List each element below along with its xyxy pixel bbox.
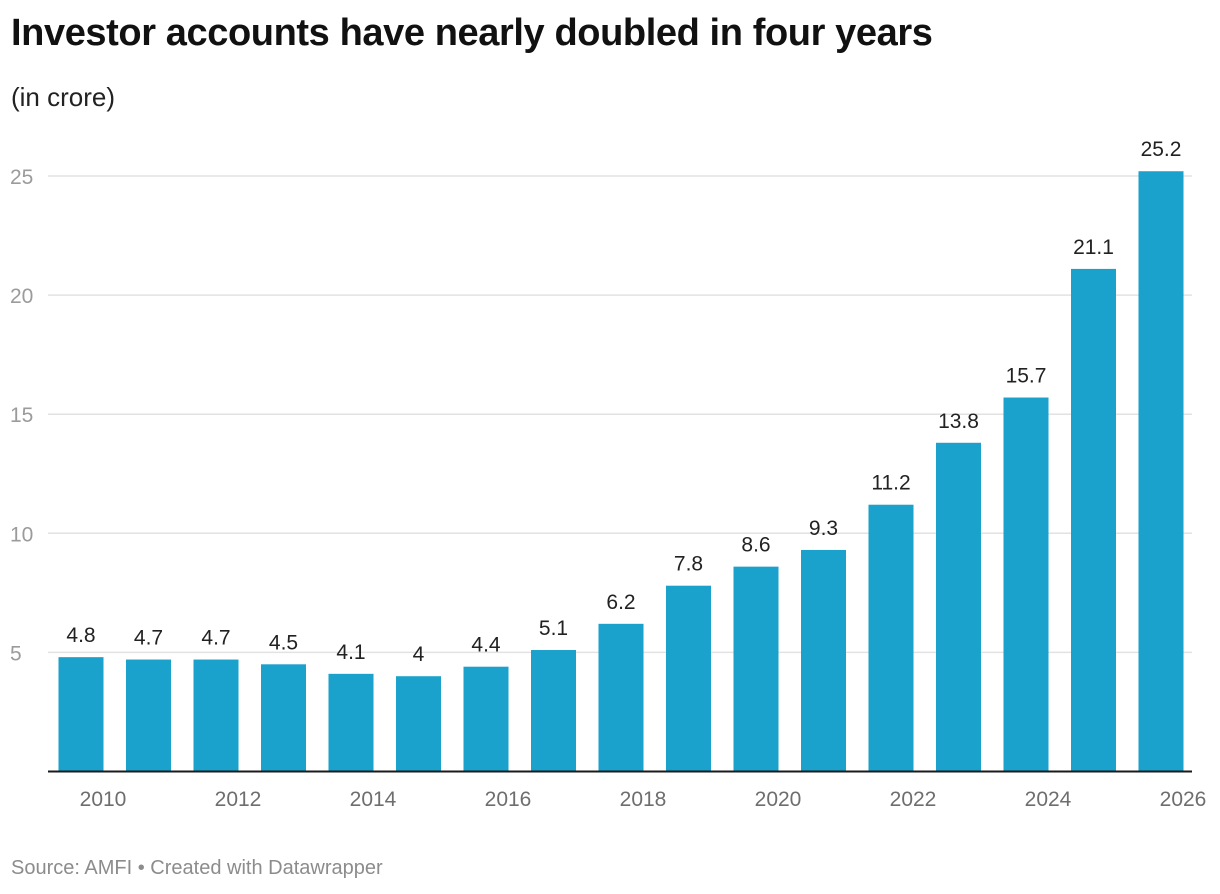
chart-subtitle: (in crore): [11, 82, 116, 112]
x-tick-label: 2010: [80, 788, 127, 811]
bar-value-label: 4: [413, 643, 425, 666]
bar-value-label: 4.4: [471, 634, 501, 657]
credit-note: Created with Datawrapper: [150, 857, 383, 879]
x-tick-label: 2020: [755, 788, 802, 811]
bar: [801, 549, 846, 772]
x-axis-ticks: 2010 2012 2014 2016 2018 2020 2022 2024 2026: [80, 788, 1207, 811]
bar: [666, 585, 711, 772]
x-tick-label: 2024: [1025, 788, 1072, 811]
bar: [598, 623, 644, 772]
bar-value-label: 13.8: [938, 410, 979, 433]
bar-value-label: 7.8: [674, 553, 703, 576]
bar: [193, 659, 239, 772]
source-note: Source: AMFI: [11, 857, 133, 879]
bar: [396, 676, 441, 772]
bar: [1138, 171, 1184, 772]
x-tick-label: 2018: [620, 788, 667, 811]
bar: [261, 664, 306, 772]
bar: [733, 566, 779, 772]
bar-value-label: 4.5: [269, 631, 298, 654]
bar: [126, 659, 171, 772]
bar-value-label: 4.7: [134, 627, 163, 650]
footer: Source: AMFI • Created with Datawrapper: [11, 857, 383, 880]
footer-separator: •: [137, 857, 145, 879]
y-tick-label: 10: [10, 523, 33, 546]
bar-value-label: 9.3: [809, 517, 838, 540]
x-tick-label: 2022: [890, 788, 937, 811]
bar-value-label: 4.7: [201, 627, 230, 650]
bar: [58, 657, 104, 772]
bars: [58, 171, 1184, 772]
y-tick-label: 15: [10, 404, 33, 427]
bar: [936, 442, 981, 772]
bar: [1071, 268, 1116, 772]
y-tick-label: 5: [10, 642, 22, 665]
bar-value-label: 6.2: [606, 591, 635, 614]
bar-value-label: 4.8: [66, 624, 95, 647]
bar-value-label: 4.1: [336, 641, 365, 664]
y-tick-label: 25: [10, 166, 33, 189]
chart-title: Investor accounts have nearly doubled in…: [11, 12, 933, 54]
x-tick-label: 2026: [1160, 788, 1207, 811]
bar: [1003, 397, 1049, 772]
bar-value-label: 21.1: [1073, 236, 1114, 259]
x-tick-label: 2012: [215, 788, 262, 811]
bar: [328, 673, 374, 772]
bar: [868, 504, 914, 772]
bar-value-label: 5.1: [539, 617, 568, 640]
y-tick-label: 20: [10, 285, 33, 308]
bar: [463, 666, 509, 772]
bar-value-labels: 4.8 4.7 4.7 4.5 4.1 4 4.4 5.1 6.2 7.8 8.6 9.3 11.2 13…: [66, 138, 1181, 666]
bar-value-label: 8.6: [741, 534, 770, 557]
bar-value-label: 11.2: [871, 472, 910, 495]
x-tick-label: 2016: [485, 788, 532, 811]
bar: [531, 650, 576, 772]
y-axis-ticks: 5 10 15 20 25: [10, 166, 33, 665]
bar-value-label: 15.7: [1006, 365, 1047, 388]
bar-value-label: 25.2: [1141, 138, 1182, 161]
x-tick-label: 2014: [350, 788, 397, 811]
